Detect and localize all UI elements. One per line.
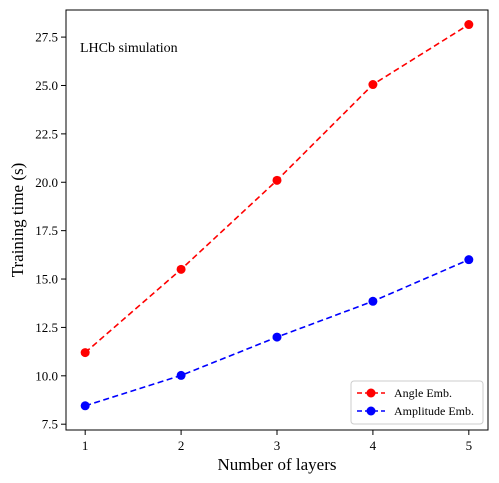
y-tick-label: 27.5	[35, 30, 58, 45]
data-point	[464, 255, 474, 265]
annotation-text: LHCb simulation	[80, 41, 178, 56]
data-point	[368, 296, 378, 306]
data-point	[272, 175, 282, 185]
x-tick-label: 4	[370, 438, 377, 453]
x-tick-label: 3	[274, 438, 281, 453]
y-tick-label: 17.5	[35, 223, 58, 238]
y-tick-label: 7.5	[42, 417, 58, 432]
plot-frame	[65, 9, 489, 431]
legend: Angle Emb. Amplitude Emb.	[350, 380, 484, 425]
y-axis-label: Training time (s)	[8, 163, 27, 278]
data-point	[368, 80, 378, 90]
y-tick-label: 25.0	[35, 78, 58, 93]
x-axis-label: Number of layers	[218, 455, 337, 474]
data-point	[464, 20, 474, 30]
y-tick-label: 22.5	[35, 126, 58, 141]
y-tick-label: 10.0	[35, 368, 58, 383]
data-point	[272, 332, 282, 342]
y-tick-label: 12.5	[35, 320, 58, 335]
y-tick-label: 20.0	[35, 175, 58, 190]
legend-box	[350, 380, 484, 425]
legend-marker-amplitude	[366, 406, 376, 416]
legend-marker-angle	[366, 388, 376, 398]
x-tick-label: 1	[82, 438, 89, 453]
data-point	[176, 264, 186, 274]
data-point	[80, 348, 90, 358]
data-point	[80, 401, 90, 411]
x-tick-label: 5	[466, 438, 473, 453]
legend-label-amplitude: Amplitude Emb.	[394, 404, 474, 418]
legend-label-angle: Angle Emb.	[394, 386, 452, 400]
axis-ticks: 1 2 3 4 5 7.5 10.0 12.5 15.0 17.5 20.0 22.5 25.0 27.5	[35, 30, 472, 453]
y-tick-label: 15.0	[35, 272, 58, 287]
data-point	[176, 370, 186, 380]
plot-area	[80, 20, 474, 411]
x-tick-label: 2	[178, 438, 185, 453]
